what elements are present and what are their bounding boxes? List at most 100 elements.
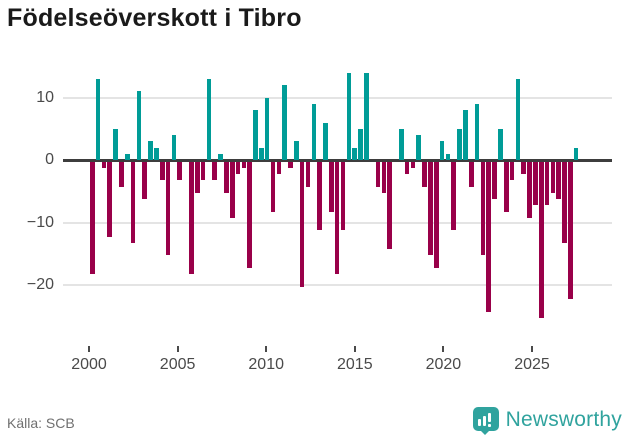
bar-79-negative bbox=[550, 161, 556, 193]
bar-12-negative bbox=[159, 161, 165, 181]
bar-32-negative bbox=[276, 161, 282, 174]
bar-71-negative bbox=[503, 161, 509, 212]
bar-3-negative bbox=[107, 161, 113, 237]
bar-76-negative bbox=[533, 161, 538, 206]
bar-60-positive bbox=[439, 141, 445, 160]
bar-65-negative bbox=[468, 161, 474, 187]
bar-64-positive bbox=[463, 110, 468, 160]
bar-35-positive bbox=[294, 141, 299, 160]
bar-23-negative bbox=[224, 161, 229, 193]
bar-62-negative bbox=[451, 161, 457, 231]
newsworthy-logo-icon bbox=[472, 407, 499, 435]
chart-title: Födelseöverskott i Tibro bbox=[7, 4, 302, 32]
x-tick-mark-2015 bbox=[353, 346, 356, 352]
bar-54-negative bbox=[404, 161, 410, 174]
x-tick-mark-2025 bbox=[531, 346, 533, 352]
bar-37-negative bbox=[305, 161, 311, 187]
brand-name: Newsworthy bbox=[505, 408, 622, 431]
bar-14-positive bbox=[171, 135, 177, 160]
bar-68-negative bbox=[486, 161, 492, 312]
bar-17-negative bbox=[189, 161, 194, 274]
gridline-y-10 bbox=[63, 96, 612, 99]
bar-58-negative bbox=[428, 161, 433, 256]
newsworthy-brand: Newsworthy bbox=[472, 405, 622, 435]
x-axis-label-2010: 2010 bbox=[248, 356, 284, 373]
bar-59-negative bbox=[433, 161, 439, 268]
bar-57-negative bbox=[422, 161, 427, 187]
bar-2-negative bbox=[101, 161, 107, 168]
bar-6-positive bbox=[124, 153, 130, 160]
bar-10-positive bbox=[148, 141, 153, 160]
bar-61-positive bbox=[445, 153, 451, 160]
bar-34-negative bbox=[288, 161, 293, 168]
bar-11-positive bbox=[154, 147, 159, 160]
x-tick-mark-2005 bbox=[176, 346, 179, 352]
y-axis-label-0: 0 bbox=[45, 151, 54, 168]
source-label: Källa: SCB bbox=[7, 415, 75, 431]
bar-4-positive bbox=[113, 128, 118, 160]
logo-bar-1 bbox=[477, 419, 481, 426]
bar-56-positive bbox=[416, 135, 422, 160]
bar-82-negative bbox=[568, 161, 573, 299]
bar-42-negative bbox=[334, 161, 340, 274]
bar-25-negative bbox=[235, 161, 241, 174]
bar-77-negative bbox=[538, 161, 544, 318]
bar-49-negative bbox=[375, 161, 381, 187]
bar-1-positive bbox=[95, 78, 101, 160]
bar-21-negative bbox=[212, 161, 218, 181]
bar-7-negative bbox=[130, 161, 136, 243]
bar-66-positive bbox=[474, 103, 480, 160]
bar-72-negative bbox=[509, 161, 515, 181]
bar-31-negative bbox=[270, 161, 276, 212]
bar-55-negative bbox=[410, 161, 416, 168]
bar-75-negative bbox=[527, 161, 532, 218]
logo-bar-2 bbox=[482, 416, 486, 426]
bar-5-negative bbox=[119, 161, 124, 187]
bar-45-positive bbox=[352, 147, 357, 160]
y-axis-label--10: −10 bbox=[26, 213, 54, 231]
x-tick-mark-2010 bbox=[265, 346, 268, 352]
plot-area: 10 0 −10 −20 2000 2005 2010 2015 2020 2025 bbox=[26, 72, 612, 373]
bar-8-positive bbox=[136, 91, 142, 160]
bar-29-positive bbox=[259, 147, 264, 160]
bar-70-positive bbox=[498, 128, 503, 160]
bar-83-positive bbox=[573, 147, 579, 160]
bar-18-negative bbox=[194, 161, 200, 193]
x-axis-label-2000: 2000 bbox=[71, 356, 107, 373]
logo-badge-tail bbox=[479, 430, 490, 435]
y-axis-label--20: −20 bbox=[26, 276, 54, 293]
bar-81-negative bbox=[562, 161, 567, 243]
bar-74-negative bbox=[521, 161, 526, 174]
x-axis-label-2015: 2015 bbox=[337, 356, 373, 373]
bar-22-positive bbox=[218, 153, 223, 160]
bar-46-positive bbox=[358, 128, 363, 160]
bar-69-negative bbox=[492, 161, 497, 199]
x-axis-label-2005: 2005 bbox=[159, 356, 196, 373]
bar-40-positive bbox=[323, 122, 328, 160]
bar-63-positive bbox=[457, 128, 462, 160]
x-axis-label-2025: 2025 bbox=[514, 356, 550, 373]
bar-27-negative bbox=[247, 161, 252, 268]
bar-30-positive bbox=[264, 97, 270, 160]
x-tick-mark-2020 bbox=[442, 346, 445, 352]
bar-80-negative bbox=[556, 161, 561, 199]
bar-50-negative bbox=[381, 161, 387, 193]
bar-20-positive bbox=[206, 78, 212, 160]
bar-0-negative bbox=[90, 161, 95, 274]
logo-badge-background bbox=[472, 407, 499, 431]
bar-43-negative bbox=[340, 161, 346, 231]
bar-36-negative bbox=[299, 161, 305, 287]
bar-44-positive bbox=[346, 72, 352, 160]
bar-9-negative bbox=[142, 161, 148, 199]
bar-38-positive bbox=[311, 103, 317, 160]
bar-19-negative bbox=[200, 161, 206, 181]
bar-13-negative bbox=[165, 161, 171, 256]
bar-39-negative bbox=[317, 161, 322, 231]
bar-33-positive bbox=[282, 85, 287, 160]
bar-78-negative bbox=[544, 161, 550, 206]
bar-51-negative bbox=[387, 161, 392, 249]
zero-axis-line bbox=[63, 158, 612, 162]
x-axis-label-2020: 2020 bbox=[425, 356, 462, 373]
bar-41-negative bbox=[329, 161, 334, 212]
